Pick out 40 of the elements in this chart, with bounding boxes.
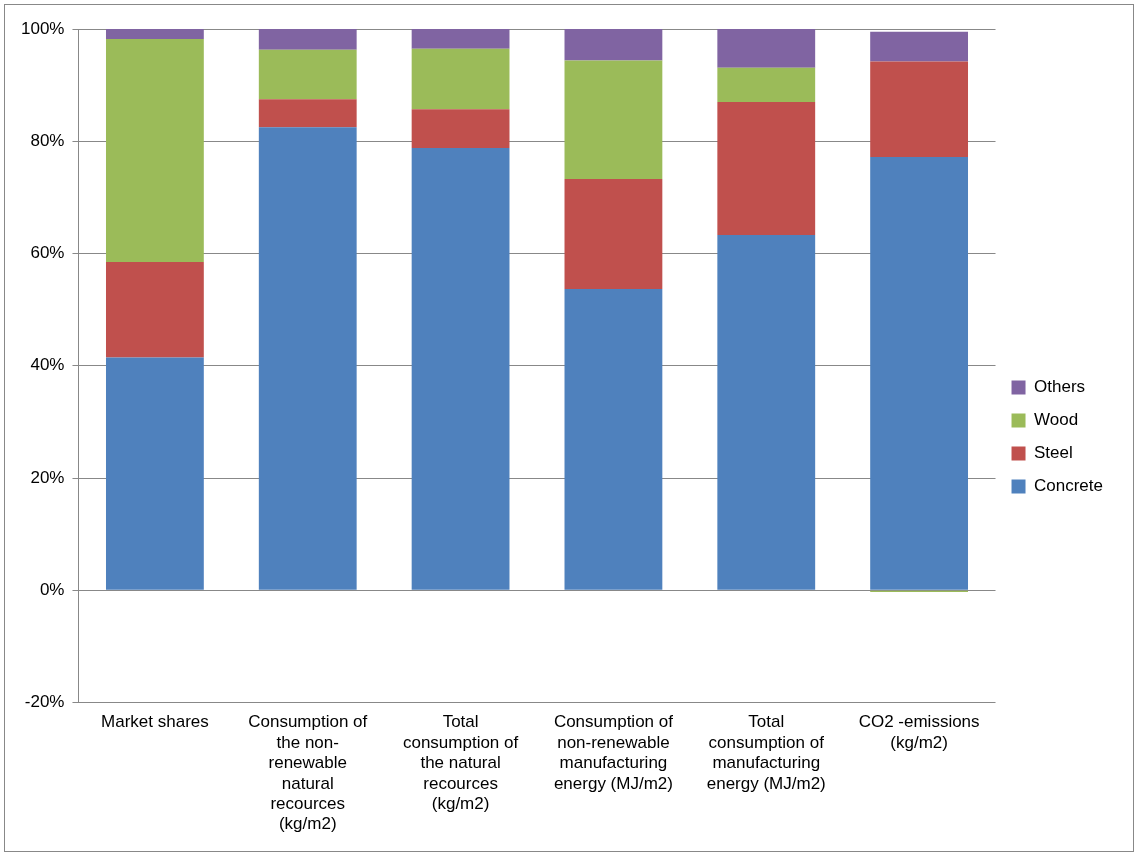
bar bbox=[105, 261, 204, 358]
bar bbox=[105, 39, 204, 262]
y-tick-label: 80% bbox=[30, 130, 65, 150]
legend-label: Wood bbox=[1034, 410, 1079, 430]
bar bbox=[258, 49, 357, 100]
bar bbox=[564, 60, 663, 179]
bar bbox=[411, 148, 510, 590]
legend-label: Concrete bbox=[1034, 476, 1103, 496]
y-tick-label: 40% bbox=[30, 355, 65, 375]
bar bbox=[564, 178, 663, 289]
bar bbox=[870, 31, 969, 62]
x-tick-label: Consumption of non-renewable manufacturing energy (MJ/m2) bbox=[553, 712, 674, 793]
x-tick-label: Total consumption of the natural recources (kg/m2) bbox=[402, 712, 519, 814]
bar bbox=[717, 101, 816, 236]
x-tick-label: Market shares bbox=[101, 712, 209, 732]
x-tick-label: Total consumption of manufacturing energy (MJ/m2) bbox=[706, 712, 826, 793]
x-tick-label: CO2 -emissions (kg/m2) bbox=[858, 712, 980, 752]
bar bbox=[717, 235, 816, 590]
legend-label: Others bbox=[1034, 377, 1086, 397]
y-tick-label: 20% bbox=[30, 467, 65, 487]
bar bbox=[258, 29, 357, 50]
bar bbox=[258, 99, 357, 128]
bar bbox=[564, 288, 663, 590]
y-tick-label: 0% bbox=[39, 580, 65, 600]
bar bbox=[105, 357, 204, 590]
y-tick-label: 100% bbox=[21, 18, 65, 38]
x-tick-label: Consumption of the non-renewable natural recources (kg/m2) bbox=[248, 712, 368, 834]
bar bbox=[870, 61, 969, 157]
bar bbox=[564, 29, 663, 61]
bar bbox=[411, 48, 510, 110]
bar bbox=[411, 109, 510, 148]
bar bbox=[411, 29, 510, 49]
bar bbox=[870, 156, 969, 590]
bar bbox=[717, 29, 816, 68]
bar bbox=[717, 67, 816, 102]
bar bbox=[258, 127, 357, 590]
y-tick-label: 60% bbox=[30, 243, 65, 263]
legend-label: Steel bbox=[1034, 443, 1073, 463]
y-tick-label: -20% bbox=[24, 692, 65, 712]
bar bbox=[105, 29, 204, 40]
